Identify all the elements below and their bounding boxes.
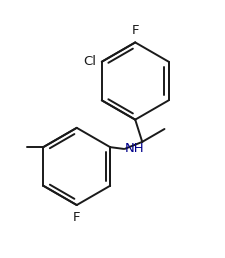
Text: Cl: Cl — [83, 55, 96, 68]
Text: F: F — [131, 23, 138, 37]
Text: NH: NH — [124, 142, 144, 155]
Text: F: F — [73, 211, 80, 224]
